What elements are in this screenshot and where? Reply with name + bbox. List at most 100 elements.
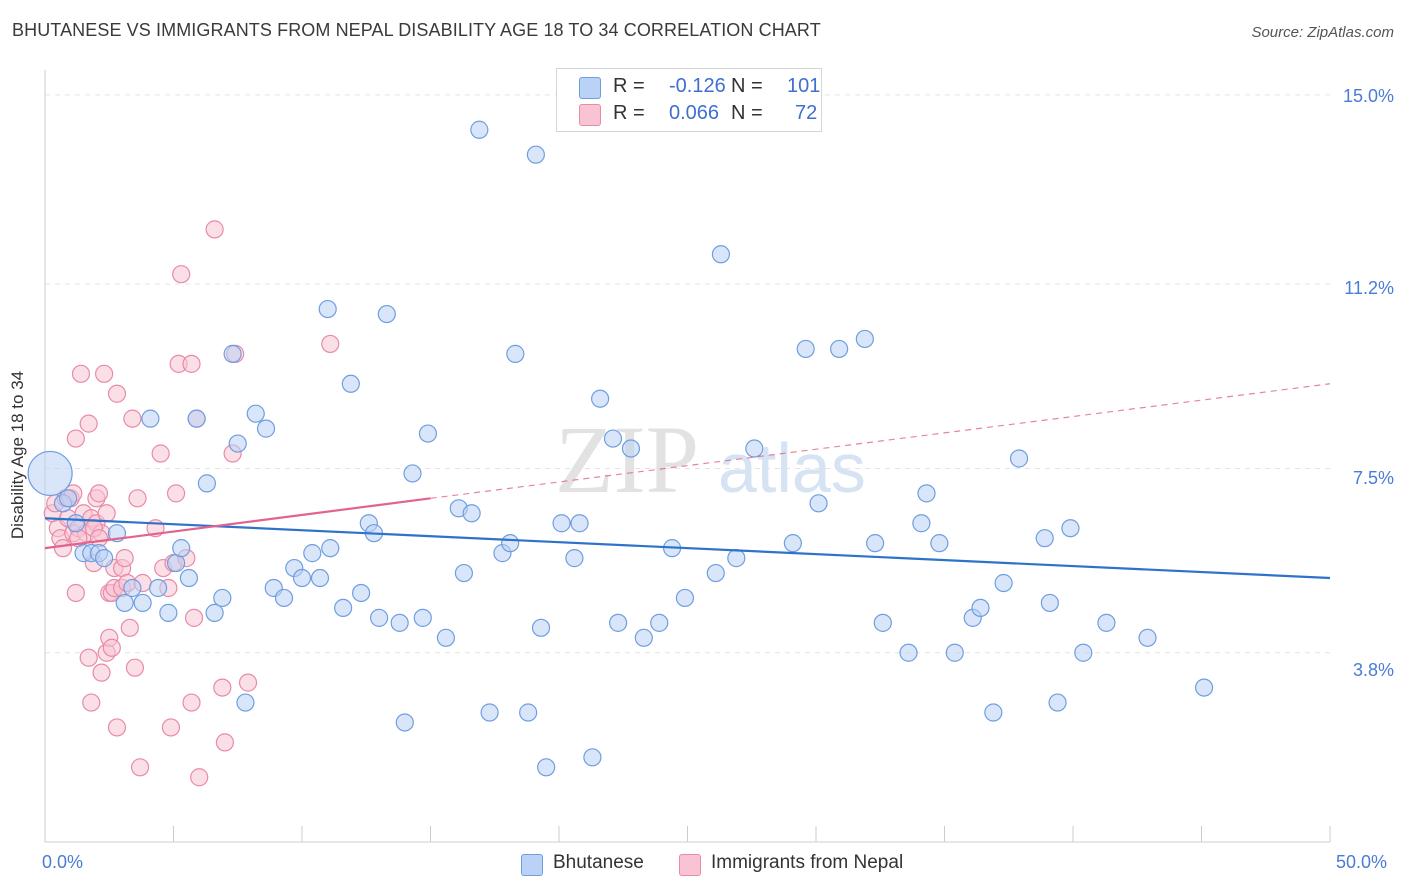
bhutanese-point xyxy=(1040,593,1059,613)
nepal-point xyxy=(182,354,201,373)
bhutanese-point xyxy=(480,703,499,722)
y-tick-label: 11.2% xyxy=(1344,278,1394,298)
bhutanese-point xyxy=(179,568,199,588)
legend-swatch-blue xyxy=(521,854,543,876)
nepal-point xyxy=(92,663,111,682)
bhutanese-point xyxy=(650,613,669,632)
bhutanese-point xyxy=(706,563,725,583)
nepal-point xyxy=(123,409,142,428)
bhutanese-point xyxy=(1138,628,1157,647)
bhutanese-point xyxy=(403,464,422,483)
nepal-point xyxy=(66,583,85,603)
nepal-point xyxy=(79,414,98,433)
bhutanese-point xyxy=(899,643,918,662)
nepal-point xyxy=(97,504,116,523)
watermark-zip: ZIP xyxy=(555,406,699,513)
legend-swatch-pink xyxy=(679,854,701,876)
bhutanese-point xyxy=(519,703,538,722)
bhutanese-point xyxy=(256,419,276,438)
bhutanese-point xyxy=(223,344,242,363)
bhutanese-point xyxy=(971,598,990,618)
bhutanese-point xyxy=(526,145,545,164)
bhutanese-point xyxy=(133,593,152,613)
bhutanese-point xyxy=(552,514,571,533)
bhutanese-point xyxy=(912,514,931,533)
bhutanese-point xyxy=(352,583,371,603)
bhutanese-point xyxy=(621,439,641,458)
nepal-point xyxy=(71,364,91,383)
bhutanese-point xyxy=(436,628,456,647)
bhutanese-point xyxy=(1048,693,1067,712)
bhutanese-point xyxy=(873,613,892,632)
bhutanese-point xyxy=(187,409,206,428)
bhutanese-point xyxy=(236,693,255,712)
bhutanese-point xyxy=(583,748,602,767)
bhutanese-point xyxy=(565,549,584,568)
bhutanese-point xyxy=(930,534,949,553)
bhutanese-point xyxy=(59,489,78,508)
nepal-point xyxy=(213,678,232,697)
bhutanese-point xyxy=(395,713,414,732)
bhutanese-point xyxy=(1194,678,1214,697)
bhutanese-point xyxy=(123,578,142,598)
bhutanese-point xyxy=(945,643,964,662)
bhutanese-point xyxy=(370,608,389,627)
bhutanese-point xyxy=(377,304,396,324)
nepal-point xyxy=(102,638,121,657)
bhutanese-point xyxy=(855,329,874,349)
nepal-point xyxy=(120,618,139,637)
x-tick-label: 0.0% xyxy=(42,852,84,872)
nepal-point xyxy=(89,484,109,503)
nepal-point xyxy=(161,718,181,737)
bhutanese-point xyxy=(462,504,481,523)
nepal-point xyxy=(53,539,73,558)
bhutanese-point xyxy=(1061,519,1080,538)
bhutanese-point xyxy=(727,549,746,568)
bhutanese-point xyxy=(303,544,322,563)
bhutanese-point xyxy=(310,568,330,588)
y-tick-label: 15.0% xyxy=(1342,86,1394,106)
r-label: R = xyxy=(613,102,645,124)
bhutanese-point xyxy=(675,588,695,608)
bhutanese-point xyxy=(609,613,628,632)
bhutanese-point xyxy=(603,429,623,448)
bhutanese-point xyxy=(95,549,114,568)
bhutanese-point xyxy=(390,613,409,632)
bhutanese-point xyxy=(172,539,191,558)
nepal-point xyxy=(205,220,224,239)
bhutanese-point xyxy=(830,339,849,359)
bhutanese-point xyxy=(274,588,294,608)
bhutanese-point xyxy=(115,593,134,613)
bhutanese-point xyxy=(591,389,610,408)
bhutanese-point xyxy=(148,578,168,598)
nepal-point xyxy=(151,444,170,463)
nepal-point xyxy=(238,673,258,692)
y-tick-label: 7.5% xyxy=(1352,468,1394,488)
bhutanese-point xyxy=(321,539,340,558)
y-tick-label: 3.8% xyxy=(1352,660,1394,680)
nepal-point xyxy=(115,549,134,568)
chart-source: Source: ZipAtlas.com xyxy=(1251,24,1394,41)
nepal-point xyxy=(107,718,127,737)
n-label: N = xyxy=(731,75,763,97)
legend-label: Immigrants from Nepal xyxy=(711,852,904,873)
bhutanese-point xyxy=(1097,613,1116,632)
nepal-point xyxy=(321,334,340,354)
bhutanese-point xyxy=(796,339,815,359)
bhutanese-point xyxy=(537,758,556,777)
nepal-point xyxy=(79,648,98,667)
bhutanese-point xyxy=(454,563,474,583)
r-value: 0.066 xyxy=(669,102,720,124)
bhutanese-trendline xyxy=(44,517,1331,580)
bhutanese-point xyxy=(501,534,520,553)
bhutanese-point xyxy=(1074,643,1093,662)
nepal-point xyxy=(215,733,234,752)
r-value: -0.126 xyxy=(669,75,726,97)
nepal-point xyxy=(66,429,85,448)
r-label: R = xyxy=(613,75,645,97)
bhutanese-point xyxy=(141,409,160,428)
bhutanese-point xyxy=(634,628,653,647)
bhutanese-point xyxy=(246,404,265,423)
nepal-point xyxy=(166,484,186,503)
bhutanese-point xyxy=(506,344,525,363)
